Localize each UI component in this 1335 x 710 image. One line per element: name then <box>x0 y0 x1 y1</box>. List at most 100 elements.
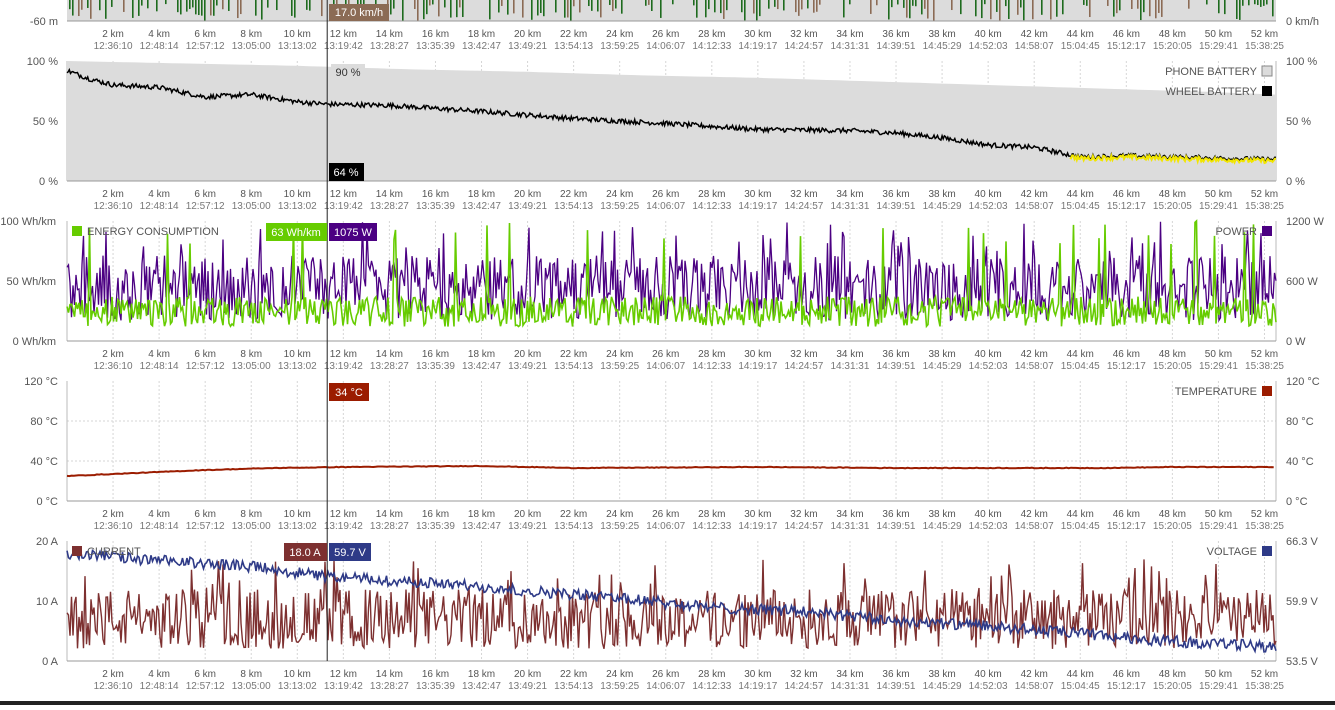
speed-bar <box>459 0 461 8</box>
x-tick-time: 14:58:07 <box>1015 41 1054 52</box>
x-tick-distance: 24 km <box>606 669 633 680</box>
temp-left-tick-40: 40 °C <box>30 456 58 468</box>
badge-phone-battery-bg <box>331 64 365 80</box>
badge-temperature-text: 34 °C <box>335 387 363 399</box>
x-tick-distance: 46 km <box>1113 189 1140 200</box>
temperature-grid <box>66 381 1277 501</box>
legend-energy-consumption[interactable]: ENERGY CONSUMPTION <box>72 226 219 238</box>
speed-bar <box>1239 0 1241 20</box>
speed-bar <box>237 0 239 19</box>
speed-bar <box>741 0 743 13</box>
x-tick-distance: 48 km <box>1159 509 1186 520</box>
x-tick-distance: 22 km <box>560 509 587 520</box>
speed-bar <box>906 0 908 18</box>
speed-bar <box>924 0 926 9</box>
x-tick-time: 13:59:25 <box>600 41 639 52</box>
speed-bar <box>1263 0 1265 6</box>
x-tick-time: 13:59:25 <box>600 521 639 532</box>
speed-bar <box>996 0 998 12</box>
x-tick-distance: 14 km <box>376 509 403 520</box>
speed-bar <box>213 0 215 16</box>
speed-bar <box>984 0 986 5</box>
speed-plot-bg <box>67 0 1276 21</box>
x-tick-distance: 32 km <box>790 189 817 200</box>
x-tick-distance: 6 km <box>194 349 216 360</box>
x-tick-distance: 48 km <box>1159 349 1186 360</box>
speed-bar <box>417 0 419 21</box>
legend-voltage-swatch <box>1262 546 1272 556</box>
x-tick-time: 14:39:51 <box>877 201 916 212</box>
wheel-battery-low-line <box>1069 152 1277 166</box>
speed-bar <box>960 0 962 15</box>
speed-bar <box>81 0 83 10</box>
x-tick-distance: 16 km <box>422 509 449 520</box>
x-tick-time: 12:48:14 <box>140 361 179 372</box>
speed-bar <box>888 0 890 20</box>
speed-bar <box>588 0 590 7</box>
x-tick-time: 14:52:03 <box>969 361 1008 372</box>
legend-energy-label: ENERGY CONSUMPTION <box>87 226 219 238</box>
x-tick-distance: 20 km <box>514 29 541 40</box>
speed-bar <box>1272 0 1274 17</box>
x-tick-distance: 52 km <box>1251 189 1278 200</box>
speed-bar <box>660 0 662 18</box>
x-tick-time: 14:12:33 <box>692 681 731 692</box>
speed-bar <box>501 0 503 6</box>
speed-bar <box>462 0 464 18</box>
legend-temperature-label: TEMPERATURE <box>1175 386 1257 398</box>
legend-temperature[interactable]: TEMPERATURE <box>1175 386 1272 398</box>
legend-phone-battery-label: PHONE BATTERY <box>1165 66 1258 78</box>
x-tick-distance: 26 km <box>652 29 679 40</box>
x-tick-distance: 22 km <box>560 349 587 360</box>
battery-panel: 100 % 50 % 0 % 100 % 50 % 0 % PHONE BATT… <box>27 56 1318 212</box>
x-tick-time: 14:31:31 <box>831 361 870 372</box>
speed-bar <box>123 0 125 12</box>
speed-bar <box>612 0 614 12</box>
x-tick-distance: 4 km <box>148 189 170 200</box>
speed-bar <box>714 0 716 13</box>
x-tick-distance: 46 km <box>1113 29 1140 40</box>
x-tick-time: 15:20:05 <box>1153 521 1192 532</box>
legend-power[interactable]: POWER <box>1215 226 1272 238</box>
x-tick-time: 13:28:27 <box>370 201 409 212</box>
legend-current[interactable]: CURRENT <box>72 546 141 558</box>
x-tick-time: 14:24:57 <box>784 201 823 212</box>
speed-bar <box>759 0 761 17</box>
x-tick-time: 13:59:25 <box>600 361 639 372</box>
speed-bar <box>705 0 707 18</box>
battery-left-tick-bottom: 0 % <box>39 176 58 188</box>
legend-phone-battery[interactable]: PHONE BATTERY <box>1165 65 1273 78</box>
x-tick-distance: 2 km <box>102 669 124 680</box>
speed-bar <box>876 0 878 6</box>
x-tick-distance: 46 km <box>1113 509 1140 520</box>
current-left-tick-top: 20 A <box>36 536 59 548</box>
x-tick-time: 14:58:07 <box>1015 681 1054 692</box>
speed-bar <box>1224 0 1226 15</box>
x-tick-distance: 52 km <box>1251 29 1278 40</box>
legend-wheel-battery[interactable]: WHEEL BATTERY <box>1166 86 1272 98</box>
speed-bar <box>1008 0 1010 20</box>
speed-bar <box>1158 0 1160 13</box>
speed-bar <box>693 0 695 6</box>
x-tick-distance: 30 km <box>744 189 771 200</box>
badge-temperature: 34 °C <box>329 383 369 401</box>
battery-right-tick-mid: 50 % <box>1286 116 1311 128</box>
temp-right-tick-0: 0 °C <box>1286 496 1308 508</box>
x-tick-time: 12:36:10 <box>94 521 133 532</box>
x-tick-distance: 12 km <box>330 29 357 40</box>
legend-voltage[interactable]: VOLTAGE <box>1207 546 1272 558</box>
speed-bar <box>72 0 74 16</box>
x-tick-time: 15:29:41 <box>1199 521 1238 532</box>
x-tick-distance: 34 km <box>836 29 863 40</box>
x-tick-distance: 26 km <box>652 669 679 680</box>
x-tick-distance: 24 km <box>606 29 633 40</box>
x-tick-time: 15:04:45 <box>1061 521 1100 532</box>
speed-bar <box>555 0 557 13</box>
x-tick-distance: 28 km <box>698 669 725 680</box>
speed-bar <box>801 0 803 10</box>
speed-bar <box>1041 0 1043 15</box>
x-tick-time: 12:57:12 <box>186 521 225 532</box>
x-tick-distance: 50 km <box>1205 669 1232 680</box>
